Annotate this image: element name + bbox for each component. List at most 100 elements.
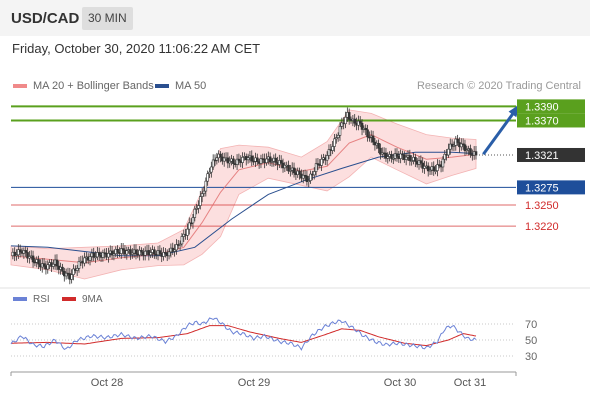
candle-body [167,251,171,257]
candle-body [149,252,152,256]
x-tick-label: Oct 31 [454,377,486,389]
candle-body [465,149,469,152]
level-label-box [517,180,585,195]
candle-body [31,255,35,263]
rsi-level-label: 50 [525,335,537,347]
candle-body [366,129,369,138]
candle-body [92,252,96,258]
bollinger-band-area [10,109,477,280]
candle-body [335,137,338,140]
candle-body [131,252,134,255]
candle-body [37,259,40,265]
candle-body [325,155,329,161]
candle-body [55,259,59,267]
candle-body [210,166,213,173]
candle-body [379,147,382,155]
candle-body [125,250,129,255]
candle-body [193,208,197,218]
legend-swatch-ma50 [155,84,169,89]
symbol-title: USD/CAD [11,10,80,27]
level-label-pivot: 1.3275 [525,182,559,194]
candle-body [391,158,395,160]
candle-body [112,253,116,256]
candle-body [180,236,184,245]
candle-body [459,143,463,148]
candle-body [199,196,202,206]
candle-body [191,217,195,224]
candle-body [17,249,20,256]
legend-label-ma20: MA 20 + Bollinger Bands [33,80,154,92]
candle-body [404,156,408,160]
candle-body [219,153,222,158]
chart-datetime: Friday, October 30, 2020 11:06:22 AM CET [12,41,261,56]
candle-body [331,146,334,151]
candle-body [364,127,368,131]
rsi-legend-swatch [62,297,76,301]
candle-body [340,122,344,127]
candle-body [314,163,318,172]
candle-body [162,252,165,257]
candle-body [432,166,436,171]
candle-body [13,251,16,257]
candle-body [336,134,340,138]
candle-body [283,164,287,169]
candle-body [197,205,200,209]
level-label-box [517,99,585,114]
candle-body [140,249,143,253]
candle-body [215,157,219,161]
candle-body [338,126,342,136]
candle-body [441,158,445,168]
ma20-line [10,134,477,264]
candle-body [259,158,263,164]
candle-body [222,157,226,162]
candle-body [384,152,388,159]
candle-body [426,165,430,172]
candle-body [274,157,277,163]
rsi-legend-label: RSI [33,294,50,305]
candle-body [452,145,456,147]
candle-body [116,248,119,253]
candle-body [24,250,28,253]
candle-body [175,244,178,251]
candle-body [265,158,268,164]
candle-body [97,252,101,256]
candle-body [246,157,250,161]
candle-body [72,268,75,275]
candle-body [121,248,125,251]
candle-body [46,264,50,270]
candle-body [129,249,132,255]
timeframe-badge[interactable]: 30 MIN [82,7,133,30]
candle-body [173,249,176,252]
candle-body [206,173,209,182]
candle-body [360,122,364,130]
candle-body [101,252,105,258]
candle-body [143,250,147,256]
candle-body [301,174,305,179]
candle-body [469,148,472,155]
candle-body [287,164,290,172]
candle-body [401,153,404,156]
candle-body [88,256,92,261]
level-label-resistance: 1.3390 [525,101,559,113]
candle-body [138,249,141,256]
ma50-line [10,151,477,257]
candle-body [255,157,259,162]
credit-text: Research © 2020 Trading Central [416,80,581,92]
x-tick-label: Oct 29 [238,377,270,389]
candle-body [42,263,46,267]
candle-body [395,153,399,157]
candle-body [241,156,244,163]
candle-body [461,143,465,146]
candle-body [312,171,316,176]
candle-body [279,160,283,164]
candle-body [189,222,193,225]
candle-body [235,158,239,165]
level-label-support: 1.3220 [525,221,559,233]
candle-body [347,112,351,120]
candle-body [94,256,97,259]
candle-body [51,263,55,267]
candle-body [309,173,312,181]
rsi-legend-label: 9MA [82,294,103,305]
candle-body [119,248,123,254]
candle-body [228,160,232,164]
